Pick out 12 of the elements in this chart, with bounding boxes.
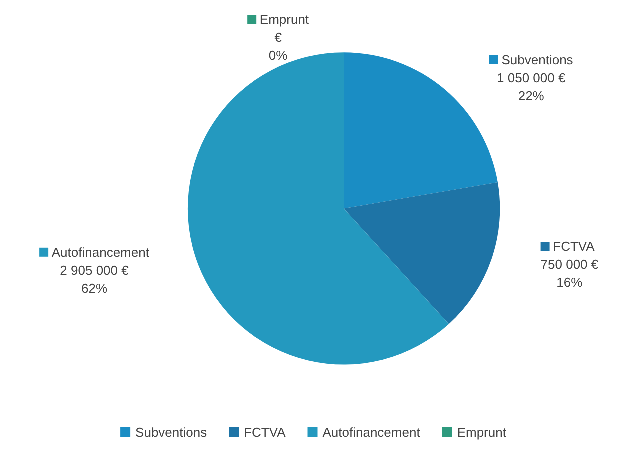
data-label: 750 000 € 16% (540, 257, 600, 290)
text: € 0% (268, 30, 288, 64)
legend-label: Autofinancement (52, 244, 150, 260)
category-label: Emprunt (260, 12, 310, 28)
category-label: Autofinancement (322, 425, 420, 440)
category-label: FCTVA (244, 425, 286, 440)
legend-label: Emprunt (457, 425, 507, 440)
legend-label: Subventions (502, 52, 574, 68)
category-label: Subventions (136, 425, 208, 440)
data-label: 2 905 000 € 62% (60, 262, 130, 296)
data-label: 1 050 000 € 22% (497, 70, 566, 104)
legend-label: FCTVA (553, 239, 596, 254)
